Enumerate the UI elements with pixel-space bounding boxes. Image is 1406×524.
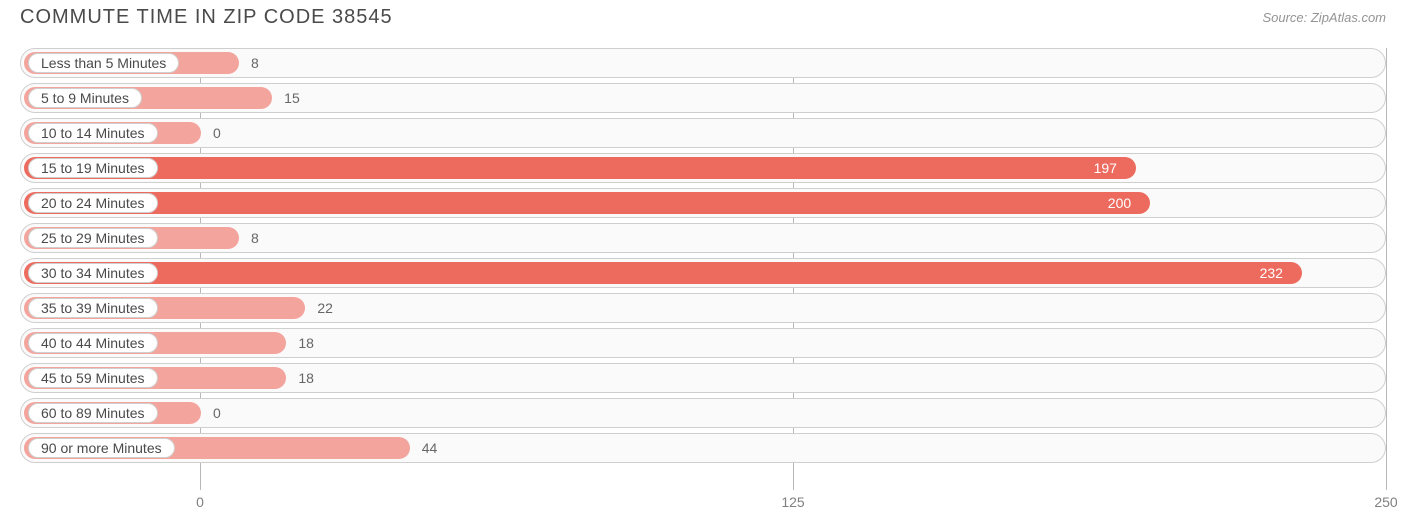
bar-category-label: 10 to 14 Minutes: [28, 123, 158, 143]
bar-row: 25 to 29 Minutes 8: [20, 223, 1386, 253]
bar-value-label: 8: [251, 224, 259, 252]
header: COMMUTE TIME IN ZIP CODE 38545 Source: Z…: [0, 0, 1406, 29]
bar-value-label: 232: [1260, 259, 1283, 287]
chart-title: COMMUTE TIME IN ZIP CODE 38545: [20, 6, 393, 29]
bar-category-label: 35 to 39 Minutes: [28, 298, 158, 318]
bar-category-label: 90 or more Minutes: [28, 438, 175, 458]
x-axis-tick-label: 0: [196, 494, 204, 510]
bar-category-label: 25 to 29 Minutes: [28, 228, 158, 248]
bar-row: 60 to 89 Minutes 0: [20, 398, 1386, 428]
bar-value-label: 22: [317, 294, 333, 322]
grid-line: [1386, 48, 1387, 490]
bar-value-label: 197: [1094, 154, 1117, 182]
bar-row: 90 or more Minutes 44: [20, 433, 1386, 463]
bar-fill: [24, 262, 1302, 284]
bar-value-label: 200: [1108, 189, 1131, 217]
bar-row: 10 to 14 Minutes 0: [20, 118, 1386, 148]
bar-category-label: 30 to 34 Minutes: [28, 263, 158, 283]
bar-value-label: 18: [298, 364, 314, 392]
bar-value-label: 18: [298, 329, 314, 357]
bar-row: 35 to 39 Minutes 22: [20, 293, 1386, 323]
bar-category-label: Less than 5 Minutes: [28, 53, 179, 73]
bar-value-label: 8: [251, 49, 259, 77]
bar-category-label: 60 to 89 Minutes: [28, 403, 158, 423]
bar-value-label: 44: [422, 434, 438, 462]
bar-row: 45 to 59 Minutes 18: [20, 363, 1386, 393]
bar-value-label: 15: [284, 84, 300, 112]
bar-fill: [24, 157, 1136, 179]
bar-value-label: 0: [213, 119, 221, 147]
chart-container: COMMUTE TIME IN ZIP CODE 38545 Source: Z…: [0, 0, 1406, 524]
bar-value-label: 0: [213, 399, 221, 427]
bar-category-label: 15 to 19 Minutes: [28, 158, 158, 178]
bar-row: 20 to 24 Minutes 200: [20, 188, 1386, 218]
bar-category-label: 45 to 59 Minutes: [28, 368, 158, 388]
x-axis-tick-label: 250: [1374, 494, 1397, 510]
bar-row: 30 to 34 Minutes 232: [20, 258, 1386, 288]
bar-row: 40 to 44 Minutes 18: [20, 328, 1386, 358]
bar-row: 5 to 9 Minutes 15: [20, 83, 1386, 113]
chart-plot-area: Less than 5 Minutes 8 5 to 9 Minutes 15 10 t…: [20, 48, 1386, 490]
source-attribution: Source: ZipAtlas.com: [1262, 6, 1386, 25]
bar-row: Less than 5 Minutes 8: [20, 48, 1386, 78]
bar-row: 15 to 19 Minutes 197: [20, 153, 1386, 183]
bar-category-label: 20 to 24 Minutes: [28, 193, 158, 213]
x-axis-tick-label: 125: [781, 494, 804, 510]
x-axis: 0125250: [20, 494, 1386, 514]
bar-category-label: 40 to 44 Minutes: [28, 333, 158, 353]
bar-fill: [24, 192, 1150, 214]
bar-category-label: 5 to 9 Minutes: [28, 88, 142, 108]
